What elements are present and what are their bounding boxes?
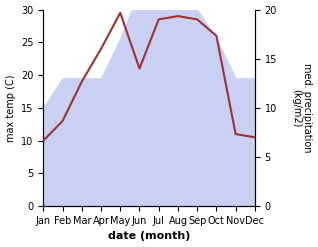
Y-axis label: max temp (C): max temp (C) — [5, 74, 16, 142]
X-axis label: date (month): date (month) — [108, 231, 190, 242]
Y-axis label: med. precipitation
(kg/m2): med. precipitation (kg/m2) — [291, 63, 313, 153]
